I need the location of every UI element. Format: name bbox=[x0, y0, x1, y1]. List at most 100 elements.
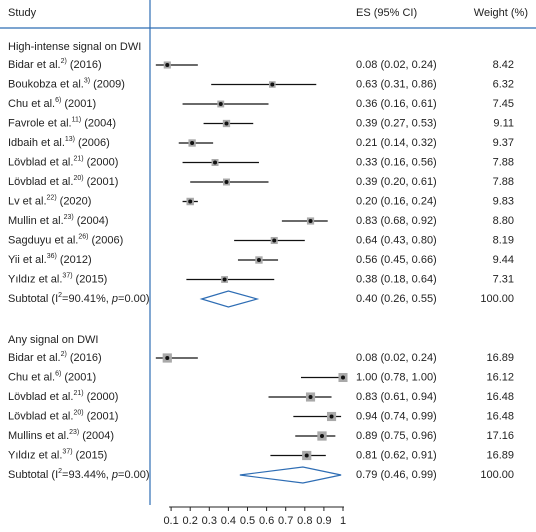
weight-label: 7.45 bbox=[493, 98, 514, 110]
weight-label: 16.12 bbox=[486, 371, 514, 383]
es-label: 0.36 (0.16, 0.61) bbox=[356, 98, 437, 110]
weight-label: 7.88 bbox=[493, 176, 514, 188]
effect-point bbox=[218, 102, 223, 106]
effect-point bbox=[304, 453, 309, 458]
es-label: 0.89 (0.75, 0.96) bbox=[356, 430, 437, 442]
study-ref: 2) bbox=[61, 351, 67, 358]
weight-label: 16.48 bbox=[486, 391, 514, 403]
effect-point bbox=[224, 121, 229, 126]
group-title: High-intense signal on DWI bbox=[8, 41, 141, 53]
weight-label: 9.37 bbox=[493, 137, 514, 149]
study-year: (2001) bbox=[64, 371, 96, 383]
x-tick-label: 1 bbox=[340, 515, 346, 527]
es-label: 0.20 (0.16, 0.24) bbox=[356, 195, 437, 207]
study-ref: 26) bbox=[78, 233, 88, 240]
study-year: (2004) bbox=[84, 117, 116, 129]
effect-point bbox=[256, 258, 261, 262]
study-name: Lövblad et al. bbox=[8, 410, 73, 422]
study-label: Mullins et al.23) (2004) bbox=[8, 429, 114, 442]
study-name: Lövblad et al. bbox=[8, 391, 73, 403]
subtotal-part: Subtotal (I bbox=[8, 293, 58, 305]
column-header: Weight (%) bbox=[474, 7, 528, 19]
effect-point bbox=[165, 63, 170, 67]
study-year: (2015) bbox=[76, 273, 108, 285]
study-ref: 11) bbox=[72, 116, 82, 123]
study-year: (2000) bbox=[87, 391, 119, 403]
study-year: (2001) bbox=[87, 176, 119, 188]
weight-label: 100.00 bbox=[480, 293, 514, 305]
study-label: Mullin et al.23) (2004) bbox=[8, 214, 109, 227]
weight-label: 7.31 bbox=[493, 273, 514, 285]
study-ref: 20) bbox=[73, 175, 83, 182]
es-label: 0.38 (0.18, 0.64) bbox=[356, 273, 437, 285]
subtotal-diamond bbox=[199, 290, 260, 308]
es-label: 0.39 (0.20, 0.61) bbox=[356, 176, 437, 188]
column-header: Study bbox=[8, 7, 37, 19]
es-label: 0.83 (0.68, 0.92) bbox=[356, 215, 437, 227]
weight-label: 16.89 bbox=[486, 352, 514, 364]
subtotal-diamond bbox=[239, 466, 342, 484]
study-name: Mullin et al. bbox=[8, 215, 64, 227]
weight-label: 7.88 bbox=[493, 156, 514, 168]
study-year: (2009) bbox=[93, 78, 125, 90]
study-name: Bidar et al. bbox=[8, 59, 61, 71]
weight-label: 8.80 bbox=[493, 215, 514, 227]
x-tick-label: 0.6 bbox=[259, 515, 274, 527]
es-label: 0.21 (0.14, 0.32) bbox=[356, 137, 437, 149]
subtotal-part: p bbox=[111, 293, 118, 305]
study-ref: 37) bbox=[62, 272, 72, 279]
study-label: Chu et al.6) (2001) bbox=[8, 97, 96, 110]
effect-point bbox=[165, 356, 170, 360]
study-ref: 23) bbox=[69, 429, 79, 436]
effect-point bbox=[319, 434, 324, 438]
effect-point bbox=[213, 160, 218, 165]
study-label: Lv et al.22) (2020) bbox=[8, 194, 91, 207]
study-year: (2006) bbox=[78, 137, 110, 149]
study-ref: 23) bbox=[64, 214, 74, 221]
x-tick-label: 0.7 bbox=[278, 515, 293, 527]
study-name: Lövblad et al. bbox=[8, 156, 73, 168]
study-label: Bidar et al.2) (2016) bbox=[8, 351, 102, 364]
effect-point bbox=[272, 238, 277, 243]
study-year: (2015) bbox=[76, 449, 108, 461]
subtotal-part: Subtotal (I bbox=[8, 469, 58, 481]
study-year: (2006) bbox=[91, 234, 123, 246]
es-label: 0.08 (0.02, 0.24) bbox=[356, 59, 437, 71]
effect-point bbox=[270, 82, 275, 87]
study-label: Lövblad et al.21) (2000) bbox=[8, 155, 118, 168]
group-title: Any signal on DWI bbox=[8, 334, 98, 346]
x-tick-label: 0.9 bbox=[316, 515, 331, 527]
es-label: 0.81 (0.62, 0.91) bbox=[356, 449, 437, 461]
es-label: 0.63 (0.31, 0.86) bbox=[356, 78, 437, 90]
study-label: Favrole et al.11) (2004) bbox=[8, 116, 116, 129]
column-header: ES (95% CI) bbox=[356, 7, 417, 19]
es-label: 0.64 (0.43, 0.80) bbox=[356, 234, 437, 246]
effect-point bbox=[188, 199, 193, 204]
study-year: (2016) bbox=[70, 59, 102, 71]
study-ref: 20) bbox=[73, 409, 83, 416]
x-tick-label: 0.5 bbox=[240, 515, 255, 527]
study-year: (2020) bbox=[60, 195, 92, 207]
study-year: (2016) bbox=[70, 352, 102, 364]
study-year: (2004) bbox=[77, 215, 109, 227]
subtotal-part: p bbox=[111, 469, 118, 481]
weight-label: 100.00 bbox=[480, 469, 514, 481]
es-label: 0.94 (0.74, 0.99) bbox=[356, 410, 437, 422]
study-name: Mullins et al. bbox=[8, 430, 69, 442]
x-tick-label: 0.2 bbox=[183, 515, 198, 527]
study-ref: 6) bbox=[55, 370, 61, 377]
subtotal-label: Subtotal (I2=93.44%, p=0.00) bbox=[8, 468, 150, 481]
subtotal-part: =93.44%, bbox=[62, 469, 112, 481]
weight-label: 8.42 bbox=[493, 59, 514, 71]
study-name: Chu et al. bbox=[8, 98, 55, 110]
study-name: Lv et al. bbox=[8, 195, 47, 207]
study-name: Chu et al. bbox=[8, 371, 55, 383]
study-name: Yii et al. bbox=[8, 254, 47, 266]
es-label: 0.33 (0.16, 0.56) bbox=[356, 156, 437, 168]
es-label: 0.83 (0.61, 0.94) bbox=[356, 391, 437, 403]
study-name: Yıldız et al. bbox=[8, 449, 62, 461]
study-label: Boukobza et al.3) (2009) bbox=[8, 77, 125, 90]
weight-label: 9.44 bbox=[493, 254, 514, 266]
study-label: Idbaih et al.13) (2006) bbox=[8, 136, 110, 149]
study-year: (2004) bbox=[82, 430, 114, 442]
